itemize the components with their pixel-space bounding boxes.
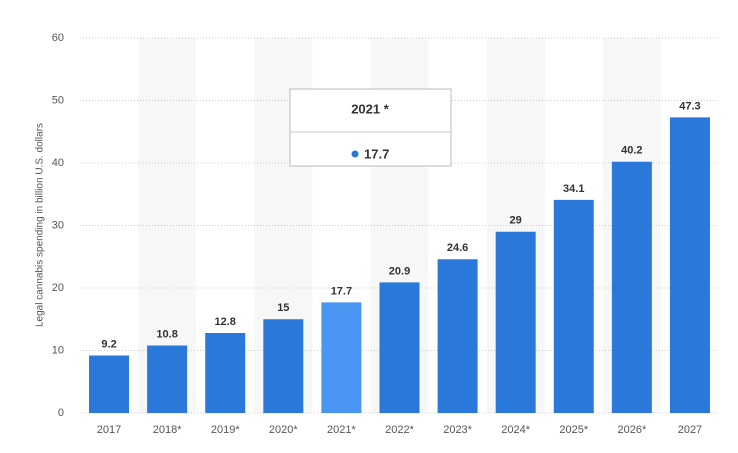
value-label: 34.1 xyxy=(563,183,584,195)
value-label: 47.3 xyxy=(679,100,700,112)
x-tick-label: 2022* xyxy=(385,424,414,436)
value-label: 10.8 xyxy=(156,328,177,340)
tooltip-dot xyxy=(351,150,359,158)
value-label: 29 xyxy=(510,215,522,227)
y-tick-label: 60 xyxy=(52,32,64,44)
x-tick-label: 2024* xyxy=(501,424,530,436)
bar xyxy=(379,282,420,413)
bar xyxy=(611,161,652,413)
value-label: 9.2 xyxy=(101,338,116,350)
x-tick-label: 2020* xyxy=(269,424,298,436)
x-tick-label: 2017 xyxy=(97,424,121,436)
x-tick-label: 2018* xyxy=(153,424,182,436)
y-tick-label: 40 xyxy=(52,157,64,169)
x-tick-label: 2021* xyxy=(327,424,356,436)
tooltip-value: 17.7 xyxy=(364,146,389,161)
y-tick-label: 50 xyxy=(52,94,64,106)
x-tick-label: 2023* xyxy=(443,424,472,436)
x-tick-label: 2019* xyxy=(211,424,240,436)
tooltip-title: 2021 * xyxy=(351,101,390,116)
y-tick-label: 0 xyxy=(58,407,64,419)
bar xyxy=(263,319,304,413)
bar xyxy=(669,117,710,413)
tooltip-box xyxy=(289,88,452,167)
value-label: 40.2 xyxy=(621,145,642,157)
bar xyxy=(205,333,246,413)
y-tick-label: 30 xyxy=(52,219,64,231)
tooltip: 2021 * 17.7 xyxy=(289,88,452,167)
value-label: 15 xyxy=(277,302,289,314)
value-label: 17.7 xyxy=(331,285,352,297)
value-label: 24.6 xyxy=(447,242,468,254)
value-label: 12.8 xyxy=(215,316,236,328)
value-label: 20.9 xyxy=(389,265,410,277)
bar xyxy=(553,199,594,413)
bar xyxy=(89,355,130,413)
bar xyxy=(437,259,478,413)
x-tick-label: 2026* xyxy=(617,424,646,436)
bar xyxy=(495,231,536,413)
bar xyxy=(147,345,188,413)
y-axis-label: Legal cannabis spending in billion U.S. … xyxy=(35,123,46,327)
y-tick-label: 20 xyxy=(52,282,64,294)
x-tick-label: 2025* xyxy=(559,424,588,436)
y-tick-label: 10 xyxy=(52,344,64,356)
x-tick-label: 2027 xyxy=(678,424,702,436)
bar xyxy=(321,302,362,413)
